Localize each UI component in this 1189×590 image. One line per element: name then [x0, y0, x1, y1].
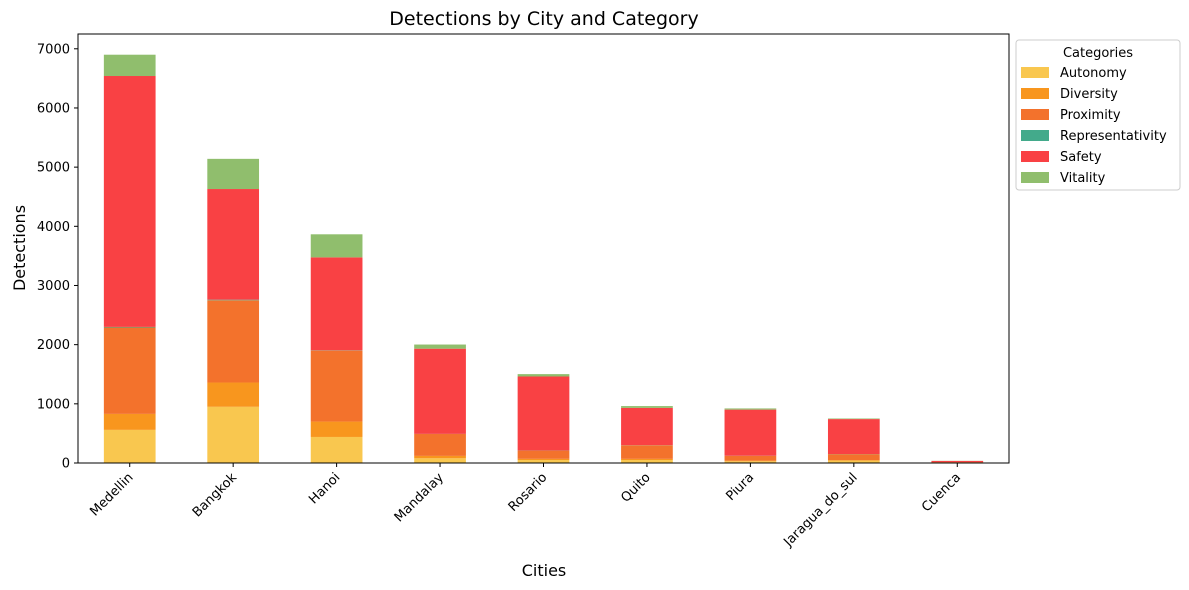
bar-segment: [517, 376, 570, 451]
bar-segment: [827, 419, 880, 454]
legend-label: Representativity: [1060, 129, 1167, 144]
legend-swatch: [1021, 151, 1049, 162]
bar-segment: [207, 406, 260, 463]
bar-segment: [724, 455, 777, 461]
bar-segment: [103, 429, 156, 463]
legend-label: Vitality: [1060, 171, 1106, 186]
legend-swatch: [1021, 88, 1049, 99]
bar-segment: [310, 436, 363, 463]
y-tick-label: 0: [62, 457, 70, 472]
bar-segment: [310, 350, 363, 422]
legend-title: Categories: [1063, 46, 1133, 61]
legend-swatch: [1021, 109, 1049, 120]
x-axis-title: Cities: [522, 561, 567, 580]
bar-segment: [931, 460, 984, 463]
y-tick-label: 4000: [37, 220, 70, 235]
bar-segment: [414, 455, 466, 459]
bar-segment: [103, 326, 156, 328]
bar-segment: [517, 450, 570, 459]
legend-label: Diversity: [1060, 87, 1118, 102]
legend-frame: [1015, 39, 1181, 191]
bar-segment: [827, 454, 880, 461]
legend-swatch: [1021, 130, 1049, 141]
bar-segment: [310, 257, 363, 351]
bar-segment: [207, 300, 260, 383]
bar-segment: [414, 458, 466, 463]
bar-segment: [310, 421, 363, 437]
y-tick-label: 3000: [37, 279, 70, 294]
bar-segment: [621, 406, 673, 408]
bar-segment: [414, 434, 466, 456]
bar-segment: [103, 76, 156, 327]
bar-segment: [827, 418, 880, 420]
plot-frame: [77, 33, 1010, 464]
y-tick-label: 6000: [37, 101, 70, 116]
bar-segment: [103, 327, 156, 414]
bar-segment: [724, 409, 777, 456]
chart-title: Detections by City and Category: [389, 8, 698, 30]
legend: Categories Autonomy Diversity Proximity Rep…: [1015, 39, 1181, 191]
y-tick-label: 7000: [37, 42, 70, 57]
legend-label: Safety: [1060, 150, 1102, 165]
bar-segment: [724, 461, 777, 463]
legend-swatch: [1021, 172, 1049, 183]
y-tick-label: 5000: [37, 161, 70, 176]
legend-label: Autonomy: [1060, 66, 1127, 81]
bar-segment: [207, 382, 260, 407]
y-axis-title: Detections: [10, 205, 29, 291]
bar-segment: [621, 407, 673, 446]
bar-segment: [827, 460, 880, 461]
bar-segment: [207, 299, 260, 301]
bar-segment: [517, 458, 570, 461]
bar-segment: [517, 460, 570, 463]
bar-segment: [621, 460, 673, 463]
bar-segment: [414, 344, 466, 349]
bar-segment: [621, 445, 673, 459]
bar-segment: [724, 408, 777, 410]
legend-swatch: [1021, 67, 1049, 78]
legend-label: Proximity: [1060, 108, 1121, 123]
bar-segment: [827, 460, 880, 463]
bar-segment: [103, 413, 156, 430]
bar-segment: [207, 189, 260, 300]
bar-segment: [310, 234, 363, 258]
bar-segment: [724, 460, 777, 462]
y-tick-label: 1000: [37, 397, 70, 412]
bar-segment: [517, 374, 570, 377]
bar-segment: [103, 54, 156, 77]
bar-segment: [207, 158, 260, 190]
bar-segment: [414, 348, 466, 434]
bar-segment: [621, 458, 673, 461]
y-tick-label: 2000: [37, 338, 70, 353]
